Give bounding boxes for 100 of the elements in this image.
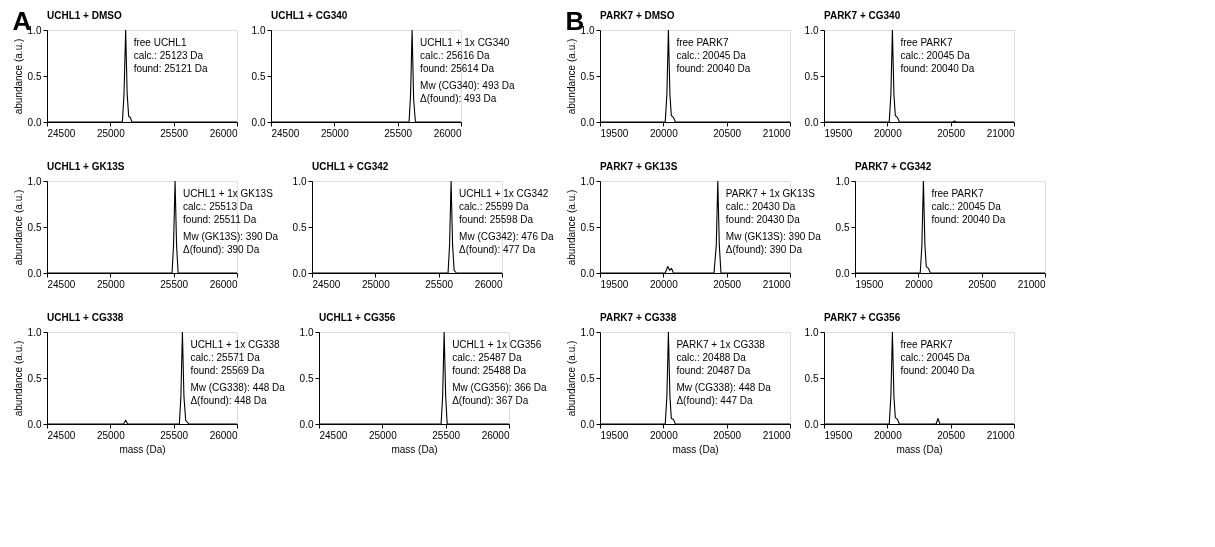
y-tick-label: 1.0 [580,326,595,338]
x-tick-label: 20000 [649,127,679,139]
chart-title: UCHL1 + CG342 [312,161,389,172]
x-tick-label: 24500 [47,278,76,290]
y-axis-title: abundance (a.u.) [12,189,24,266]
y-tick-label: 1.0 [292,175,307,187]
y-tick-label: 1.0 [835,175,850,187]
y-tick-label: 0.0 [27,418,42,430]
x-tick-label: 26000 [209,278,238,290]
x-tick-label: 25000 [361,278,391,290]
annotation: Mw (CG340): 493 Da Δ(found): 493 Da [420,80,516,104]
annotation: Mw (CG342): 476 Da Δ(found): 477 Da [459,231,554,255]
y-tick-label: 0.5 [251,70,266,82]
chart-title: UCHL1 + CG338 [47,312,124,323]
x-tick-label: 26000 [433,127,462,139]
y-tick-label: 1.0 [299,326,314,338]
annotation: UCHL1 + 1x CG340 calc.: 25616 Da found: 25614 Da [420,37,510,74]
annotation: free PARK7 calc.: 20045 Da found: 20040 Da [931,188,1006,225]
y-tick-label: 1.0 [580,175,595,187]
x-axis-title: mass (Da) [896,443,943,455]
x-axis-title: mass (Da) [391,443,438,455]
annotation: free PARK7 calc.: 20045 Da found: 20040 Da [900,339,975,376]
annotation: Mw (CG356): 366 Da Δ(found): 367 Da [452,382,548,406]
x-tick-label: 21000 [986,127,1015,139]
chart-title: PARK7 + CG338 [600,312,677,323]
x-tick-label: 26000 [209,127,238,139]
y-tick-label: 0.0 [580,418,595,430]
y-tick-label: 0.5 [580,70,595,82]
x-tick-label: 25000 [96,429,126,441]
y-tick-label: 0.0 [580,116,595,128]
y-tick-label: 0.0 [804,116,819,128]
x-tick-label: 26000 [209,429,238,441]
chart-title: PARK7 + CG356 [824,312,901,323]
chart-title: PARK7 + GK13S [600,161,678,172]
y-tick-label: 0.5 [804,372,819,384]
annotation: UCHL1 + 1x CG356 calc.: 25487 Da found: 25488 Da [452,339,542,376]
x-tick-label: 19500 [600,127,629,139]
y-tick-label: 1.0 [27,326,42,338]
x-tick-label: 19500 [855,278,884,290]
x-tick-label: 21000 [762,278,791,290]
x-tick-label: 19500 [824,127,853,139]
annotation: UCHL1 + 1x GK13S calc.: 25513 Da found: 25511 Da [183,188,274,225]
annotation: PARK7 + 1x GK13S calc.: 20430 Da found: 20430 Da [725,188,816,225]
y-axis-title: abundance (a.u.) [565,340,577,417]
x-tick-label: 21000 [762,429,791,441]
x-tick-label: 21000 [762,127,791,139]
x-tick-label: 20500 [713,278,742,290]
x-tick-label: 21000 [986,429,1015,441]
x-tick-label: 25000 [96,278,126,290]
x-tick-label: 20500 [713,429,742,441]
y-tick-label: 1.0 [804,24,819,36]
x-tick-label: 26000 [481,429,510,441]
x-tick-label: 24500 [47,127,76,139]
x-tick-label: 20500 [937,429,966,441]
annotation: Mw (CG338): 448 Da Δ(found): 447 Da [676,382,772,406]
annotation: free PARK7 calc.: 20045 Da found: 20040 Da [676,37,751,74]
y-axis-title: abundance (a.u.) [565,189,577,266]
chart-title: UCHL1 + GK13S [47,161,125,172]
chart-title: PARK7 + CG342 [855,161,932,172]
x-tick-label: 24500 [319,429,348,441]
y-tick-label: 1.0 [251,24,266,36]
y-tick-label: 0.5 [299,372,314,384]
x-tick-label: 20000 [649,278,679,290]
x-tick-label: 25500 [160,127,189,139]
chart-title: UCHL1 + CG356 [319,312,396,323]
annotation: UCHL1 + 1x CG342 calc.: 25599 Da found: 25598 Da [459,188,549,225]
y-tick-label: 0.0 [27,267,42,279]
x-tick-label: 19500 [824,429,853,441]
chart-title: PARK7 + DMSO [600,10,675,21]
y-tick-label: 1.0 [804,326,819,338]
x-tick-label: 25500 [160,429,189,441]
x-tick-label: 20500 [937,127,966,139]
y-axis-title: abundance (a.u.) [565,38,577,115]
x-tick-label: 19500 [600,429,629,441]
y-tick-label: 0.0 [27,116,42,128]
y-tick-label: 0.5 [27,70,42,82]
x-tick-label: 25500 [384,127,413,139]
annotation: PARK7 + 1x CG338 calc.: 20488 Da found: 20487 Da [676,339,766,376]
y-axis-title: abundance (a.u.) [12,38,24,115]
x-tick-label: 19500 [600,278,629,290]
x-tick-label: 20000 [904,278,934,290]
y-tick-label: 0.5 [580,372,595,384]
y-tick-label: 0.0 [580,267,595,279]
y-tick-label: 0.5 [835,221,850,233]
x-tick-label: 25500 [425,278,454,290]
y-tick-label: 0.0 [835,267,850,279]
x-tick-label: 24500 [312,278,341,290]
x-tick-label: 24500 [47,429,76,441]
x-tick-label: 20000 [649,429,679,441]
y-axis-title: abundance (a.u.) [12,340,24,417]
annotation: Mw (GK13S): 390 Da Δ(found): 390 Da [725,231,822,255]
y-tick-label: 0.5 [27,221,42,233]
y-tick-label: 0.0 [292,267,307,279]
x-tick-label: 20500 [968,278,997,290]
chart-title: UCHL1 + DMSO [47,10,122,21]
y-tick-label: 0.5 [804,70,819,82]
chart-title: PARK7 + CG340 [824,10,901,21]
x-axis-title: mass (Da) [672,443,719,455]
x-tick-label: 24500 [271,127,300,139]
x-tick-label: 25500 [160,278,189,290]
